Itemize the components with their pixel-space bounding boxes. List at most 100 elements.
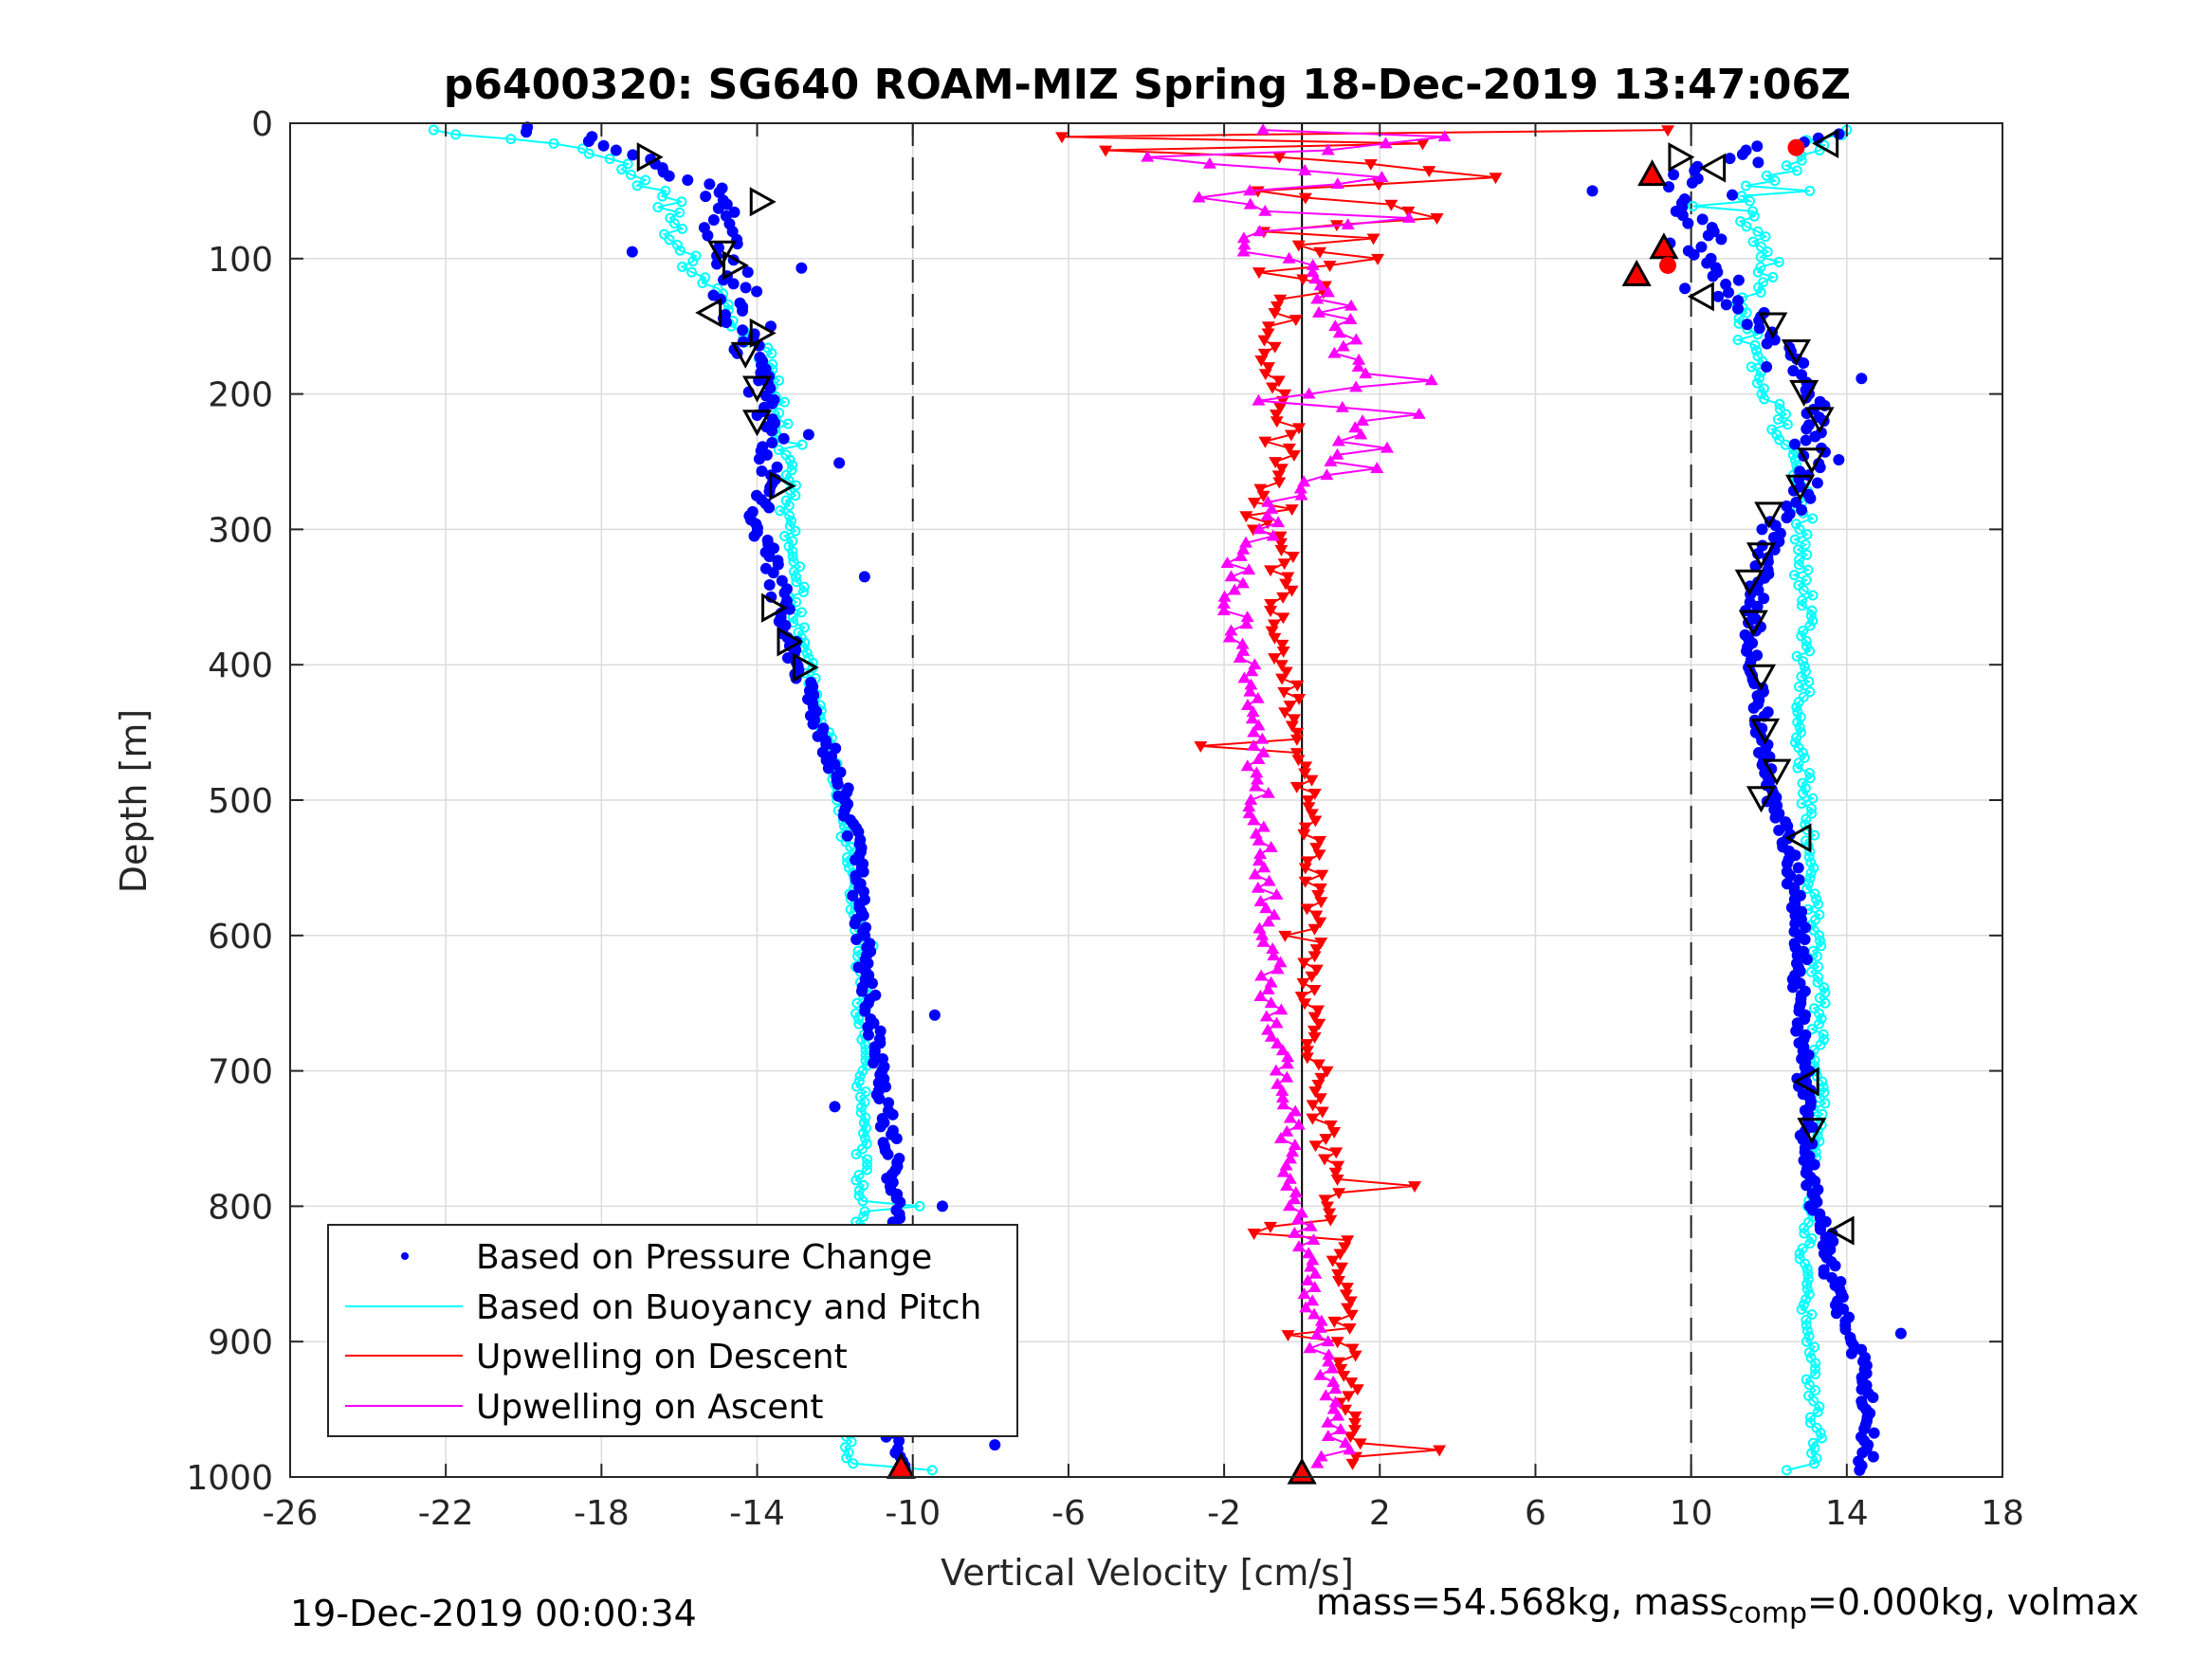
pressure-point [1695,241,1708,253]
buoyancy-point [616,164,628,175]
buoyancy-point [841,1452,852,1464]
filled-triangle-marker [1649,232,1679,260]
buoyancy-point [1758,383,1769,394]
ascent-point [1271,1037,1285,1048]
ascent-point [1302,387,1316,399]
x-tick-label: 18 [1981,1494,2024,1533]
pressure-point [883,1097,895,1109]
buoyancy-point [853,1013,865,1025]
pressure-point [766,437,778,449]
descent-point [1331,1276,1345,1287]
pressure-point [1787,365,1800,377]
buoyancy-point [1804,620,1816,631]
ascent-point [1235,576,1250,589]
ascent-point [1242,807,1256,819]
descent-point [1275,395,1289,408]
buoyancy-point [858,1118,869,1129]
buoyancy-point [1741,221,1752,232]
buoyancy-point [1801,883,1813,894]
ascent-point [1286,1145,1300,1158]
descent-point [1315,869,1329,882]
ascent-point [1216,596,1231,609]
buoyancy-point [784,510,795,521]
descent-point [1300,1052,1314,1065]
buoyancy-point [1810,1368,1821,1379]
descent-point [1289,781,1304,793]
pressure-point [1720,299,1732,311]
descent-point [1309,964,1324,976]
ascent-point [1313,279,1327,291]
ascent-point [1375,171,1389,183]
descent-point [1320,1201,1334,1213]
pressure-point [1682,245,1694,257]
buoyancy-point [548,137,559,149]
ascent-point [1141,150,1155,162]
legend-item-buoyancy: Based on Buoyancy and Pitch [345,1288,981,1327]
pressure-point [822,762,834,775]
pressure-point [1818,1264,1830,1276]
descent-point [1306,1100,1320,1112]
ascent-point [1260,509,1274,521]
ascent-point [1289,1186,1303,1198]
descent-point [1384,199,1398,211]
descent-point [1307,923,1322,936]
ascent-point [1254,969,1269,981]
ascent-point [1243,684,1257,697]
descent-point [1306,1113,1320,1125]
pressure-point [890,1133,903,1144]
pressure-point [873,1093,886,1104]
red-dot-marker [1787,138,1805,156]
pressure-point [1802,419,1815,431]
ascent-point [1233,651,1247,663]
descent-point [1298,998,1312,1011]
descent-point [1239,511,1253,523]
ascent-point [1354,428,1368,440]
ascent-point [1307,1307,1322,1320]
buoyancy-point [774,374,785,386]
pressure-point [1709,262,1722,274]
buoyancy-point [428,124,439,136]
ascent-point [1280,1178,1294,1191]
buoyancy-point [787,551,798,562]
pressure-point [1802,488,1815,501]
buoyancy-point [1799,1299,1810,1310]
ascent-point [1261,786,1275,798]
descent-point [1314,1072,1328,1085]
buoyancy-point [1802,1268,1814,1280]
pressure-point [682,173,694,186]
buoyancy-point [1804,686,1816,698]
buoyancy-point [1803,1379,1815,1391]
ascent-point [1339,1436,1353,1449]
ascent-point [1307,1281,1322,1292]
ascent-point [1326,1376,1341,1387]
open-triangle-marker [1797,447,1827,475]
ascent-point [1264,975,1278,988]
buoyancy-point [1811,1422,1822,1433]
buoyancy-point [853,1169,865,1180]
descent-point [1313,835,1327,848]
buoyancy-point [1746,361,1757,373]
buoyancy-point [1809,1341,1820,1353]
buoyancy-point [790,525,801,537]
buoyancy-point [674,207,686,218]
buoyancy-point [1769,175,1781,187]
open-triangle-marker [769,471,796,501]
descent-point [1276,592,1290,604]
buoyancy-point [1804,773,1816,784]
descent-point [1291,240,1306,252]
descent-point [1282,443,1296,455]
pressure-point [866,977,878,990]
descent-point [1327,1316,1342,1328]
pressure-point [928,1009,941,1021]
descent-point [1287,449,1301,462]
buoyancy-point [1801,1336,1812,1347]
ascent-point [1321,1430,1335,1442]
ascent-point [1252,833,1266,846]
ascent-point [1244,793,1258,805]
buoyancy-point [1803,1330,1815,1341]
pressure-point [1856,1395,1868,1408]
descent-point [1371,253,1385,265]
ascent-point [1321,285,1335,298]
legend-swatch [401,1252,409,1260]
descent-point [1323,1208,1337,1220]
